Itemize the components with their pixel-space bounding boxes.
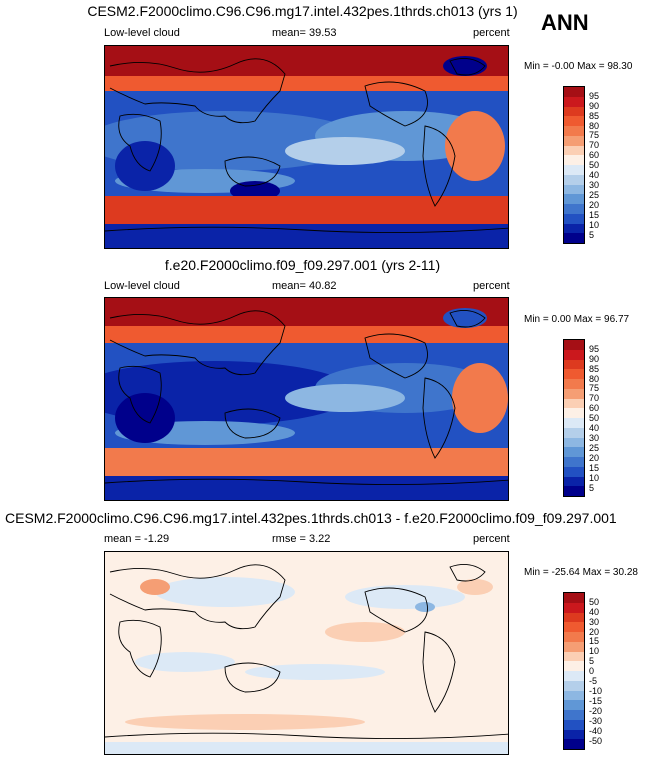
cb2-label: 10	[589, 473, 600, 483]
cb2-label: 60	[589, 403, 600, 413]
cb2-label: 50	[589, 413, 600, 423]
cb1-label: 90	[589, 101, 600, 111]
cb3-label: 0	[589, 666, 595, 676]
panel-2-units: percent	[473, 280, 510, 292]
cb1-label: 15	[589, 210, 600, 220]
cb2-label: 80	[589, 374, 600, 384]
cb1-label: 80	[589, 121, 600, 131]
cb1-label: 60	[589, 150, 600, 160]
season-label: ANN	[541, 10, 589, 35]
panel-1-colorbar	[563, 86, 585, 244]
cb3-label: -50	[589, 736, 603, 746]
cb3-label: -10	[589, 686, 603, 696]
panel-3-rmse-label: rmse = 3.22	[272, 533, 331, 545]
panel-3-colorbar	[563, 592, 585, 750]
cb2-label: 70	[589, 393, 600, 403]
cb1-label: 95	[589, 91, 600, 101]
panel-3-map	[104, 551, 509, 755]
panel-3-units: percent	[473, 533, 510, 545]
cb3-label: -40	[589, 726, 603, 736]
panel-2-mean-label: mean= 40.82	[272, 280, 337, 292]
panel-3-minmax: Min = -25.64 Max = 30.28	[524, 567, 638, 578]
cb3-label: 50	[589, 597, 600, 607]
panel-2-minmax: Min = 0.00 Max = 96.77	[524, 314, 630, 325]
cb2-label: 5	[589, 483, 595, 493]
cb1-label: 25	[589, 190, 600, 200]
panel-2-map	[104, 297, 509, 501]
panel-1-title: CESM2.F2000climo.C96.C96.mg17.intel.432p…	[87, 3, 518, 19]
cb2-label: 90	[589, 354, 600, 364]
cb2-label: 30	[589, 433, 600, 443]
cb3-label: -5	[589, 676, 598, 686]
cb1-label: 30	[589, 180, 600, 190]
panel-2-colorbar	[563, 339, 585, 497]
cb2-label: 40	[589, 423, 600, 433]
cb3-label: 20	[589, 627, 600, 637]
cb1-label: 50	[589, 160, 600, 170]
panel-1-left-label: Low-level cloud	[104, 27, 180, 39]
cb2-label: 85	[589, 364, 600, 374]
cb1-label: 75	[589, 130, 600, 140]
cb3-label: 5	[589, 656, 595, 666]
cb1-label: 70	[589, 140, 600, 150]
cb2-label: 20	[589, 453, 600, 463]
panel-2-left-label: Low-level cloud	[104, 280, 180, 292]
cb2-label: 75	[589, 383, 600, 393]
cb3-label: 15	[589, 636, 600, 646]
cb2-label: 25	[589, 443, 600, 453]
cb3-label: -15	[589, 696, 603, 706]
cb1-label: 5	[589, 230, 595, 240]
panel-1-minmax: Min = -0.00 Max = 98.30	[524, 61, 633, 72]
cb3-label: -20	[589, 706, 603, 716]
panel-1-units: percent	[473, 27, 510, 39]
cb1-label: 20	[589, 200, 600, 210]
cb2-label: 15	[589, 463, 600, 473]
cb2-label: 95	[589, 344, 600, 354]
cb3-label: 10	[589, 646, 600, 656]
cb3-label: 30	[589, 617, 600, 627]
panel-2-map-field	[105, 298, 508, 500]
panel-3-title: CESM2.F2000climo.C96.C96.mg17.intel.432p…	[5, 510, 617, 526]
panel-1-map-field	[105, 46, 508, 248]
cb1-label: 85	[589, 111, 600, 121]
panel-1-map	[104, 45, 509, 249]
cb1-label: 10	[589, 220, 600, 230]
panel-3-map-field	[105, 552, 508, 754]
panel-3-mean-label: mean = -1.29	[104, 533, 170, 545]
cb3-label: 40	[589, 607, 600, 617]
panel-1-mean-label: mean= 39.53	[272, 27, 337, 39]
cb3-label: -30	[589, 716, 603, 726]
cb1-label: 40	[589, 170, 600, 180]
panel-2-title: f.e20.F2000climo.f09_f09.297.001 (yrs 2-…	[164, 257, 441, 273]
